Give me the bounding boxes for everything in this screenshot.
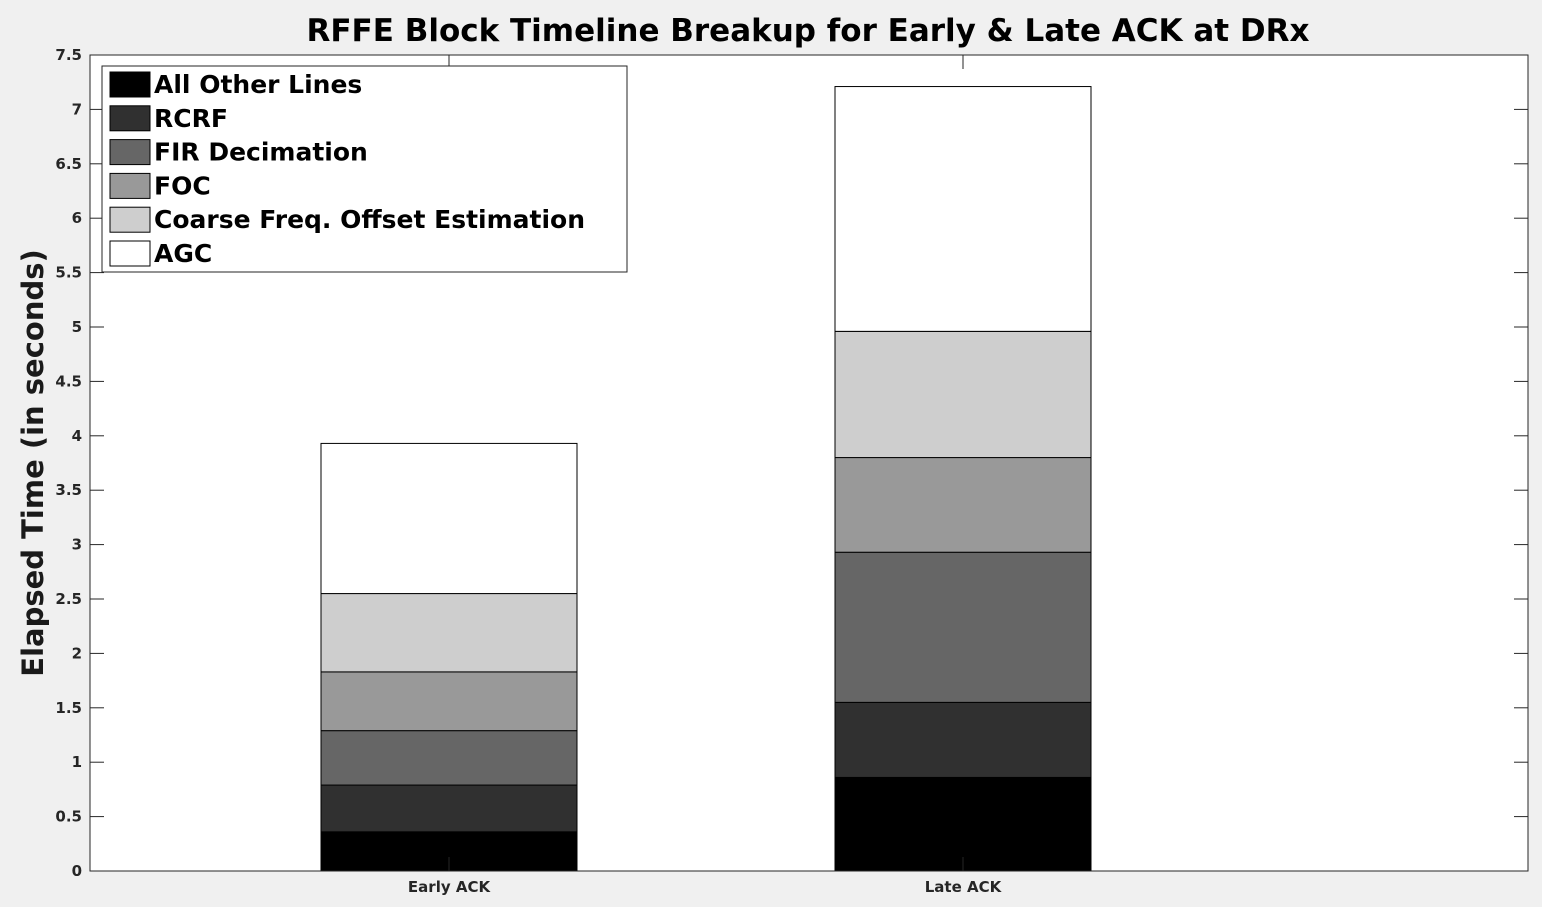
y-tick-label: 7.5 xyxy=(55,46,82,64)
y-tick-label: 4.5 xyxy=(55,372,82,390)
y-tick-label: 4 xyxy=(72,427,82,445)
y-tick-label: 7 xyxy=(72,100,82,118)
bar-segment xyxy=(834,776,1092,872)
bar-segment xyxy=(320,730,578,786)
bar-segment xyxy=(320,784,578,833)
bar-segment xyxy=(320,593,578,673)
legend-label: AGC xyxy=(154,239,212,268)
legend: All Other Lines RCRF FIR Decimation FOC Coar… xyxy=(101,65,628,273)
legend-swatch xyxy=(109,172,151,199)
legend-label: FOC xyxy=(154,171,211,200)
y-tick-label: 6 xyxy=(72,209,82,227)
y-tick-label: 2.5 xyxy=(55,590,82,608)
x-tick-label: Early ACK xyxy=(408,878,492,896)
legend-box xyxy=(101,65,628,273)
y-tick-label: 5 xyxy=(72,318,82,336)
y-tick-label: 6.5 xyxy=(55,155,82,173)
x-tick-label: Late ACK xyxy=(925,878,1003,896)
legend-swatch xyxy=(109,105,151,132)
plot-frame xyxy=(89,54,1529,872)
y-tick-label: 2 xyxy=(72,644,82,662)
axis-ticks-group: 0 0.5 1 1.5 2 2.5 3 3.5 4 4.5 5 5.5 6 6.5 7 7.5 Early AC… xyxy=(55,46,1528,896)
legend-swatch xyxy=(109,240,151,267)
legend-label: RCRF xyxy=(154,104,228,133)
y-tick-label: 3.5 xyxy=(55,481,82,499)
bars-group xyxy=(320,86,1092,872)
y-tick-label: 5.5 xyxy=(55,264,82,282)
bar-segment xyxy=(834,457,1092,553)
legend-swatch xyxy=(109,206,151,233)
chart-title: RFFE Block Timeline Breakup for Early & … xyxy=(307,13,1310,49)
y-tick-label: 3 xyxy=(72,536,82,554)
bar-segment xyxy=(834,330,1092,459)
legend-swatch xyxy=(109,71,151,98)
y-tick-label: 1.5 xyxy=(55,699,82,717)
y-tick-label: 0.5 xyxy=(55,808,82,826)
y-axis-label: Elapsed Time (in seconds) xyxy=(16,249,50,676)
y-tick-label: 0 xyxy=(72,862,82,880)
legend-label: Coarse Freq. Offset Estimation xyxy=(154,205,585,234)
bar-segment xyxy=(834,551,1092,703)
legend-label: FIR Decimation xyxy=(154,138,368,167)
bar-segment xyxy=(320,442,578,595)
bar-segment xyxy=(834,86,1092,332)
y-tick-label: 1 xyxy=(72,753,82,771)
legend-label: All Other Lines xyxy=(154,70,362,99)
bar-segment xyxy=(320,671,578,732)
bar-segment xyxy=(834,701,1092,778)
legend-swatch xyxy=(109,139,151,166)
